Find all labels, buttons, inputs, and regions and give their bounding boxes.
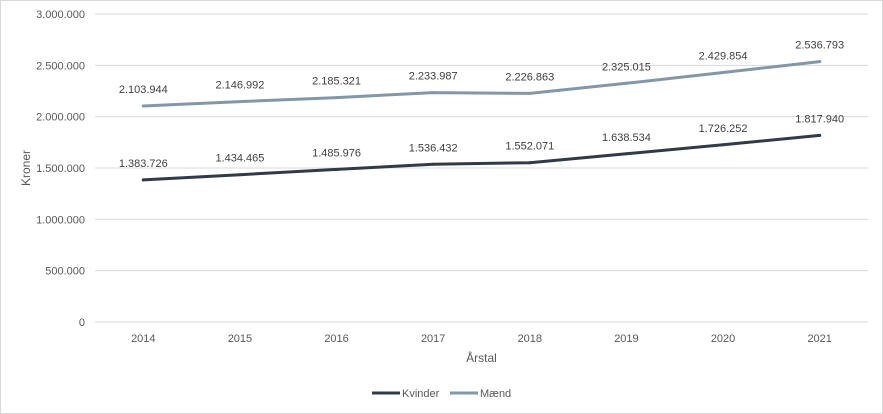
data-point [721,71,725,75]
data-label: 2.226.863 [505,71,554,83]
x-tick-labels: 2014 2015 2016 2017 2018 2019 2020 2021 [131,333,832,345]
y-tick-label: 2.500.000 [36,60,85,72]
series-lines [141,60,822,182]
data-label: 1.536.432 [409,142,458,154]
y-tick-labels: 0 500.000 1.000.000 1.500.000 2.000.000 2.500… [36,9,85,329]
data-point [528,161,532,165]
data-point [818,60,822,64]
y-tick-label: 2.000.000 [36,112,85,124]
y-axis-title: Kroner [19,150,33,186]
legend-label: Mænd [480,388,511,400]
data-label: 1.434.465 [215,153,264,165]
data-point [141,178,145,182]
data-label: 2.429.854 [699,51,748,63]
data-point [624,81,628,85]
data-label: 1.383.726 [119,158,168,170]
y-tick-label: 1.000.000 [36,214,85,226]
x-tick-label: 2021 [807,333,831,345]
data-point [431,91,435,95]
x-tick-label: 2018 [518,333,542,345]
series-line-0 [141,133,822,182]
data-label: 2.325.015 [602,61,651,73]
data-point [721,143,725,147]
data-point [335,167,339,171]
y-tick-label: 1.500.000 [36,163,85,175]
data-point [238,173,242,177]
data-label: 2.536.793 [795,40,844,52]
x-tick-label: 2020 [711,333,735,345]
x-axis-title: Årstal [466,350,497,365]
x-tick-label: 2017 [421,333,445,345]
data-point [431,162,435,166]
data-point [818,133,822,137]
y-tick-label: 0 [79,317,85,329]
data-labels: 1.383.726 1.434.465 1.485.976 1.536.432 1.55… [119,40,844,170]
x-tick-label: 2014 [131,333,155,345]
data-label: 1.817.940 [795,113,844,125]
x-tick-label: 2019 [614,333,638,345]
data-label: 1.638.534 [602,132,651,144]
x-tick-label: 2016 [324,333,348,345]
data-label: 2.233.987 [409,71,458,83]
data-label: 2.146.992 [215,80,264,92]
y-tick-label: 500.000 [45,266,85,278]
y-tick-label: 3.000.000 [36,9,85,21]
data-label: 2.185.321 [312,76,361,88]
data-point [335,96,339,100]
data-point [528,91,532,95]
data-label: 2.103.944 [119,84,168,96]
data-point [238,100,242,104]
x-tick-label: 2015 [228,333,252,345]
data-point [141,104,145,108]
data-point [624,152,628,156]
series-line-1 [141,60,822,108]
data-label: 1.726.252 [699,123,748,135]
data-label: 1.552.071 [505,141,554,153]
data-label: 1.485.976 [312,147,361,159]
gridlines [95,13,868,323]
legend: Kvinder Mænd [372,388,511,400]
legend-label: Kvinder [402,388,440,400]
